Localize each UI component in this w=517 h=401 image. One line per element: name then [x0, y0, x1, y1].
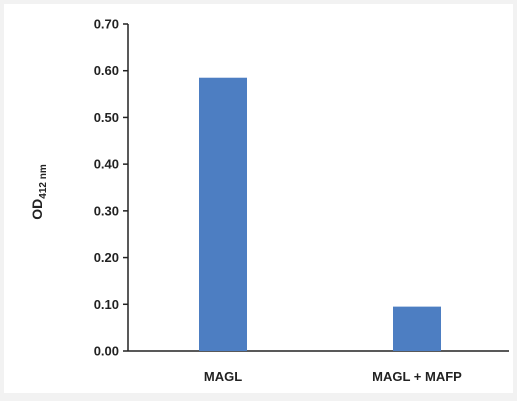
y-tick-label: 0.20 — [94, 250, 119, 265]
y-tick-label: 0.50 — [94, 110, 119, 125]
y-tick-label: 0.60 — [94, 63, 119, 78]
bar — [393, 306, 441, 351]
y-axis: 0.00 0.10 0.20 0.30 0.40 0.50 0.60 0.70 — [94, 17, 129, 359]
bar-chart: 0.000.100.200.300.400.500.600.70 MAGL MAG… — [29, 17, 509, 384]
bars — [199, 77, 441, 351]
y-tick-label: 0.00 — [94, 344, 119, 359]
y-tick-label: 0.30 — [94, 203, 119, 218]
y-tick-label: 0.70 — [94, 17, 119, 32]
y-axis-label: OD412 nm — [29, 164, 49, 220]
y-tick-label: 0.40 — [94, 157, 119, 172]
x-axis: MAGL MAGL + MAFP — [128, 350, 509, 384]
bar — [199, 77, 247, 351]
x-category-label: MAGL — [204, 369, 242, 384]
x-category-label: MAGL + MAFP — [372, 369, 462, 384]
y-tick-label: 0.10 — [94, 297, 119, 312]
chart-container: 0.00 0.10 0.20 0.30 0.40 0.50 0.60 0.70 MAGL MAG… — [4, 4, 513, 393]
